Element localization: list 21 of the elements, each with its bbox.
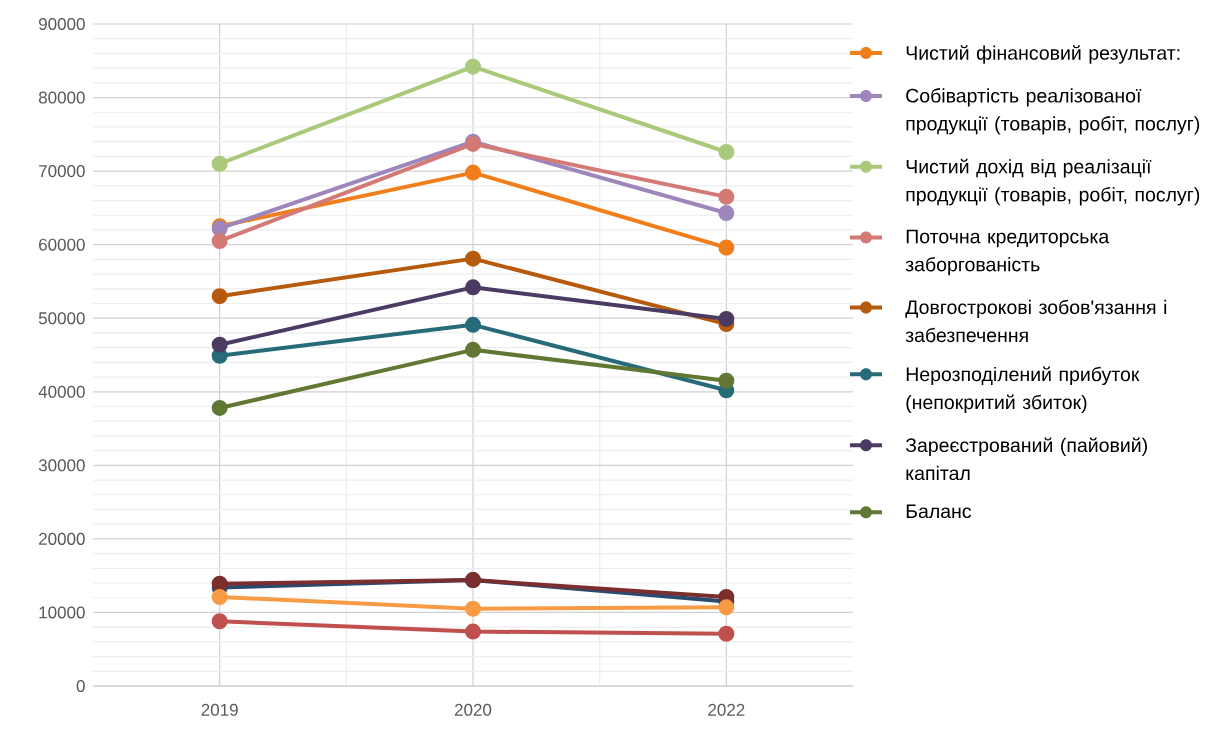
- y-tick-label: 90000: [39, 17, 85, 31]
- legend-label: Собівартість реалізованої продукції (товарів, робіт, послуг): [906, 88, 1200, 135]
- x-tick-label: 2022: [708, 703, 745, 716]
- legend-label: Чистий фінансовий результат:: [906, 45, 1180, 64]
- y-tick-label: 0: [76, 679, 85, 693]
- legend-label: Зареєстрований (пайовий) капітал: [905, 437, 1147, 481]
- legend-label: Довгострокові зобов'язання і забезпечення: [905, 299, 1167, 343]
- y-tick-label: 60000: [39, 238, 85, 251]
- legend-label: Чистий дохід від реалізації продукції (товарів, робіт, послуг): [906, 158, 1200, 206]
- y-tick-label: 70000: [39, 165, 85, 178]
- x-tick-label: 2020: [454, 703, 492, 716]
- y-tick-label: 50000: [38, 312, 85, 325]
- y-tick-label: 80000: [38, 91, 85, 104]
- y-tick-label: 30000: [38, 459, 85, 472]
- legend-label: Поточна кредиторська заборгованість: [905, 229, 1110, 276]
- y-tick-label: 20000: [39, 532, 85, 545]
- x-tick-label: 2019: [201, 703, 238, 716]
- legend-label: Нерозподілений прибуток (непокритий збиток): [906, 366, 1140, 414]
- y-tick-label: 40000: [38, 385, 85, 398]
- legend-label: Баланс: [906, 504, 972, 519]
- y-tick-label: 10000: [39, 606, 85, 619]
